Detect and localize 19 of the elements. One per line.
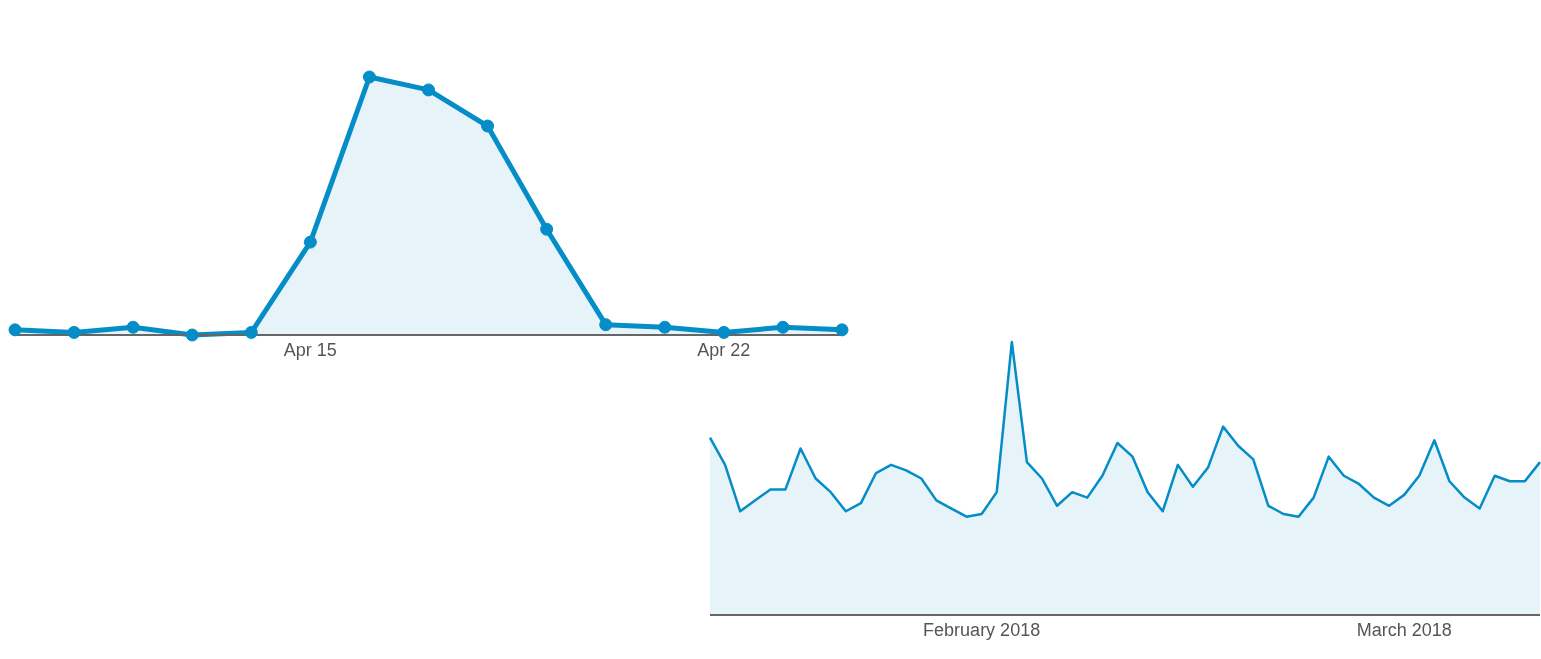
point	[362, 70, 376, 84]
point	[244, 325, 258, 339]
point	[67, 325, 81, 339]
point	[835, 323, 849, 337]
x-tick-label: February 2018	[923, 619, 1041, 640]
point	[776, 320, 790, 334]
point	[8, 323, 22, 337]
point	[481, 119, 495, 133]
point	[540, 222, 554, 236]
point	[422, 83, 435, 97]
point	[303, 235, 317, 249]
point	[658, 320, 672, 334]
x-tick-label: March 2018	[1356, 619, 1452, 640]
point	[126, 320, 140, 334]
x-tick-label: Apr 22	[697, 339, 751, 360]
x-tick-label: Apr 15	[283, 339, 337, 360]
point	[717, 325, 731, 339]
point	[185, 328, 199, 342]
point	[599, 318, 613, 332]
